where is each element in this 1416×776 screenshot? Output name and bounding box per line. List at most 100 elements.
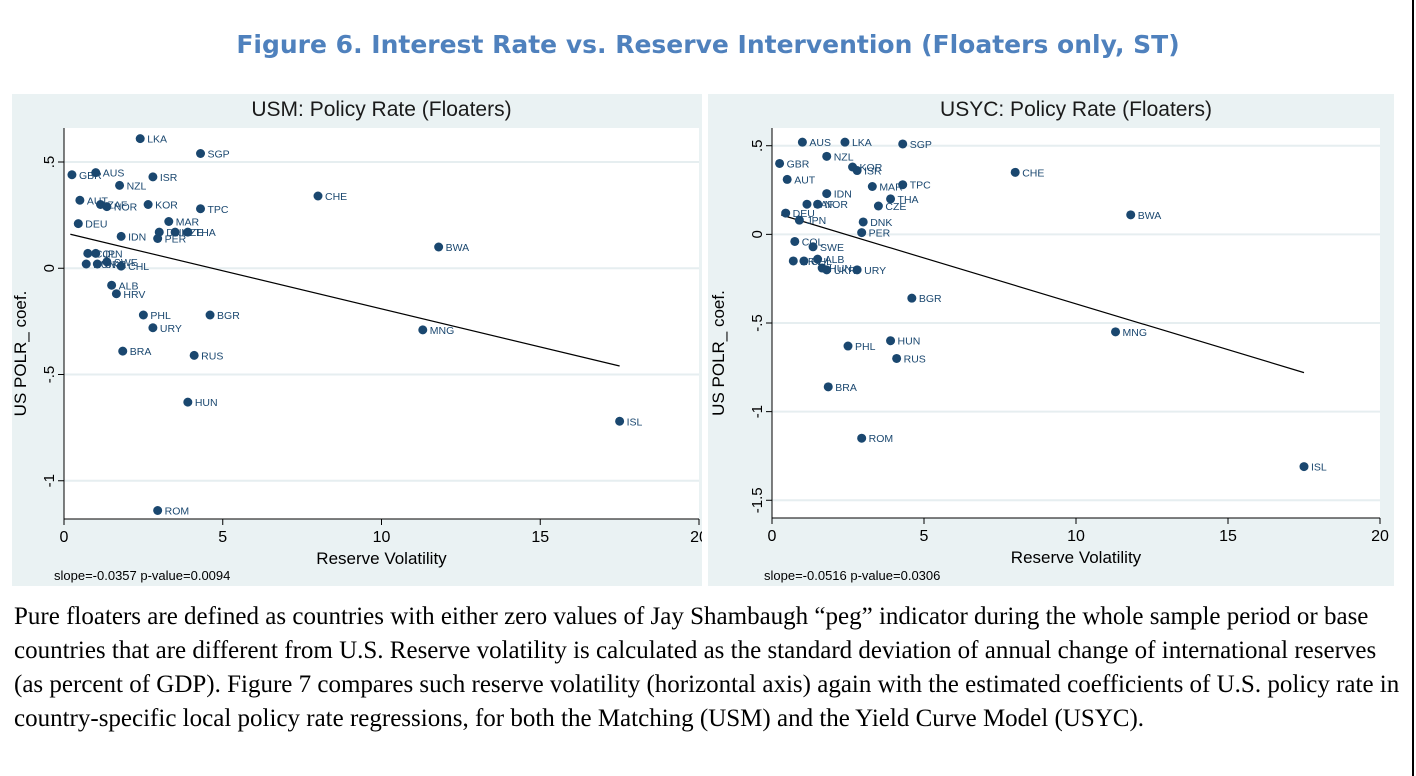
data-point bbox=[73, 219, 83, 229]
point-label: JPN bbox=[103, 248, 123, 260]
data-point bbox=[852, 265, 862, 275]
data-point bbox=[83, 248, 93, 258]
data-point bbox=[75, 195, 85, 205]
data-point bbox=[116, 261, 126, 271]
point-label: BRA bbox=[835, 382, 857, 394]
data-point bbox=[892, 353, 902, 363]
point-label: HUN bbox=[195, 397, 218, 409]
point-label: ALB bbox=[119, 280, 139, 292]
point-label: THA bbox=[898, 194, 919, 206]
y-axis-label: US POLR_ coef. bbox=[709, 290, 728, 416]
point-label: AUT bbox=[794, 174, 816, 186]
fit-line bbox=[780, 214, 1305, 374]
point-label: CZE bbox=[885, 201, 906, 213]
point-label: DEU bbox=[85, 219, 107, 231]
point-label: ISR bbox=[160, 172, 178, 184]
point-label: TPC bbox=[910, 180, 931, 192]
data-point bbox=[857, 228, 867, 238]
data-point bbox=[116, 231, 126, 241]
point-label: NZL bbox=[834, 151, 854, 163]
point-label: HUN bbox=[829, 263, 852, 275]
chart-title: USM: Policy Rate (Floaters) bbox=[251, 98, 511, 121]
data-point bbox=[898, 180, 908, 190]
point-label: THA bbox=[195, 227, 216, 239]
x-tick-label: 0 bbox=[60, 529, 69, 546]
page-edge-line bbox=[1412, 0, 1414, 776]
point-label: AUS bbox=[103, 168, 125, 180]
data-point bbox=[183, 227, 193, 237]
figure-title: Figure 6. Interest Rate vs. Reserve Inte… bbox=[236, 30, 1180, 59]
data-point bbox=[153, 234, 163, 243]
data-point bbox=[907, 293, 917, 303]
point-label: ROM bbox=[165, 506, 190, 518]
regression-note: slope=-0.0516 p-value=0.0306 bbox=[764, 568, 940, 583]
data-point bbox=[67, 170, 77, 180]
data-point bbox=[313, 191, 323, 201]
data-point bbox=[822, 189, 832, 199]
point-label: BWA bbox=[446, 242, 470, 254]
point-label: JPN bbox=[806, 215, 826, 227]
data-point bbox=[138, 310, 148, 320]
data-point bbox=[799, 256, 809, 266]
chart-title: USYC: Policy Rate (Floaters) bbox=[940, 98, 1212, 121]
data-point bbox=[886, 336, 896, 346]
x-axis-label: Reserve Volatility bbox=[1011, 548, 1142, 567]
data-point bbox=[153, 506, 163, 515]
data-point bbox=[196, 149, 206, 158]
point-label: MNG bbox=[430, 325, 455, 337]
point-label: HUN bbox=[898, 336, 921, 348]
data-point bbox=[164, 217, 174, 226]
y-tick-label: -1 bbox=[749, 405, 766, 418]
point-label: IDN bbox=[834, 189, 852, 201]
y-tick-label: -1.5 bbox=[749, 487, 766, 513]
y-tick-label: -1 bbox=[41, 474, 58, 487]
data-point bbox=[92, 259, 102, 269]
usyc-scatter-plot: -1.5 -1 -.5 0 .5 0 5 10 15 20 USYC: Policy Rate (F… bbox=[709, 98, 1389, 583]
point-label: PHL bbox=[855, 341, 876, 353]
data-point bbox=[1299, 462, 1309, 472]
data-point bbox=[822, 151, 832, 161]
y-tick-label: -.5 bbox=[749, 314, 766, 332]
point-label: ISL bbox=[627, 416, 643, 428]
y-tick-label: .5 bbox=[41, 156, 58, 169]
usm-scatter-plot: -1 -.5 0 .5 0 5 10 15 20 USM: Policy Rate (Floate… bbox=[12, 98, 702, 583]
x-tick-label: 10 bbox=[1067, 528, 1085, 545]
point-label: BGR bbox=[919, 293, 942, 305]
data-point bbox=[813, 199, 823, 209]
point-label: HRV bbox=[800, 256, 822, 268]
point-label: NOR bbox=[114, 202, 138, 214]
data-point bbox=[782, 174, 792, 184]
data-point bbox=[840, 137, 850, 147]
point-label: TPC bbox=[208, 204, 229, 216]
data-point bbox=[852, 166, 862, 176]
point-label: UKR bbox=[104, 259, 127, 271]
data-point bbox=[148, 172, 158, 182]
point-label: KOR bbox=[860, 162, 883, 174]
y-tick-label: 0 bbox=[41, 264, 58, 272]
data-point bbox=[143, 200, 153, 209]
data-point bbox=[794, 215, 804, 225]
point-label: LKA bbox=[147, 134, 167, 146]
point-label: URY bbox=[864, 265, 886, 277]
point-label: PHL bbox=[150, 310, 171, 322]
point-label: SGP bbox=[208, 149, 230, 161]
data-point bbox=[102, 257, 112, 267]
figure-caption: Pure floaters are defined as countries w… bbox=[14, 603, 1400, 732]
data-point bbox=[873, 201, 883, 211]
x-tick-label: 20 bbox=[690, 529, 702, 546]
point-label: COL bbox=[95, 248, 117, 260]
data-point bbox=[91, 248, 101, 258]
data-point bbox=[102, 202, 112, 212]
point-label: ZAF bbox=[108, 200, 128, 212]
point-label: BWA bbox=[1138, 210, 1162, 222]
point-label: KOR bbox=[155, 200, 178, 212]
data-point bbox=[867, 182, 877, 191]
data-point bbox=[189, 350, 199, 360]
point-label: GBR bbox=[787, 158, 810, 170]
data-point bbox=[148, 323, 158, 333]
x-tick-label: 10 bbox=[373, 529, 391, 546]
y-axis-label: US POLR_ coef. bbox=[12, 291, 30, 417]
point-label: PER bbox=[869, 228, 891, 240]
point-label: CHL bbox=[128, 261, 149, 273]
point-label: NZL bbox=[127, 180, 147, 192]
